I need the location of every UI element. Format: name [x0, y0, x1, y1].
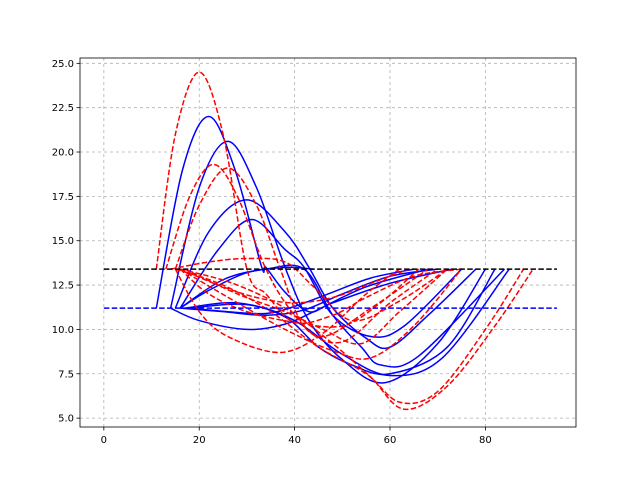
x-axis-ticks: 0 20 40 60 80 — [101, 427, 492, 446]
series-line-20 — [179, 268, 463, 360]
series-line-19 — [179, 268, 534, 411]
x-tick-label-1: 20 — [193, 435, 206, 446]
series-line-14 — [170, 257, 448, 322]
series-line-6 — [170, 268, 429, 331]
y-tick-label-3: 12.5 — [52, 281, 74, 292]
grid — [80, 58, 576, 427]
series-line-3 — [179, 218, 463, 338]
y-tick-label-5: 17.5 — [52, 192, 74, 203]
series-line-15 — [174, 268, 400, 354]
series-line-4 — [179, 264, 505, 368]
y-tick-label-8: 25.0 — [52, 59, 74, 70]
series-line-11 — [155, 71, 462, 325]
reference-lines — [103, 268, 557, 309]
series-line-1 — [169, 140, 487, 384]
plot-frame — [79, 57, 577, 428]
x-tick-label-2: 40 — [288, 435, 301, 446]
x-tick-label-0: 0 — [101, 435, 107, 446]
y-tick-label-6: 20.0 — [52, 148, 74, 159]
y-axis-ticks: 5.0 7.5 10.0 12.5 15.0 17.5 20.0 22.5 25.0 — [52, 59, 80, 425]
y-tick-label-1: 7.5 — [58, 369, 74, 380]
series-line-8 — [189, 268, 415, 315]
x-tick-label-3: 60 — [384, 435, 397, 446]
y-tick-label-4: 15.0 — [52, 236, 74, 247]
series-line-18 — [175, 268, 525, 405]
series-line-16 — [179, 268, 420, 328]
y-tick-label-0: 5.0 — [58, 414, 74, 425]
y-tick-label-2: 10.0 — [52, 325, 74, 336]
x-tick-label-4: 80 — [479, 435, 492, 446]
y-tick-label-7: 22.5 — [52, 103, 74, 114]
series-line-2 — [174, 199, 477, 350]
plot-area-background — [80, 58, 576, 427]
series-line-21 — [184, 268, 448, 345]
